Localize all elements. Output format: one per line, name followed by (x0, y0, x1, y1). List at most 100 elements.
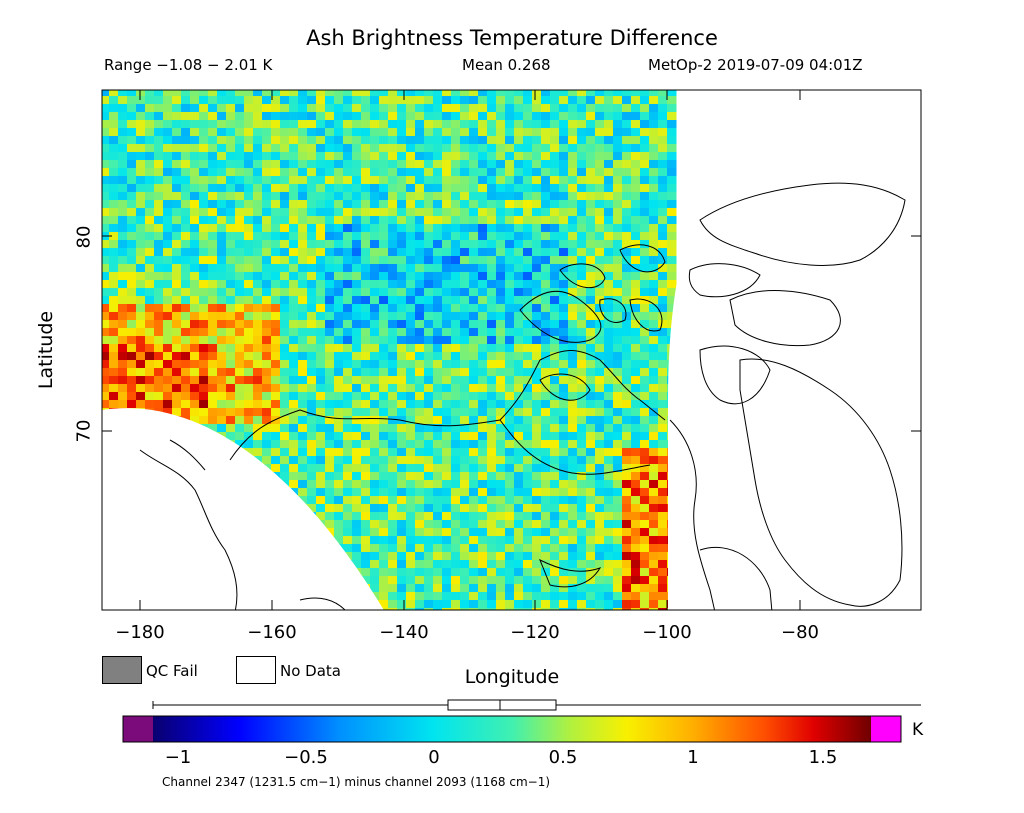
data-cell (460, 520, 470, 529)
data-cell (163, 120, 173, 129)
data-cell (253, 360, 263, 369)
data-cell (658, 400, 668, 409)
data-cell (226, 120, 236, 129)
data-cell (343, 376, 353, 385)
data-cell (244, 90, 254, 97)
data-cell (559, 560, 569, 569)
data-cell (541, 424, 551, 433)
data-cell (460, 488, 470, 497)
data-cell (631, 152, 641, 161)
data-cell (361, 136, 371, 145)
data-cell (307, 288, 317, 297)
data-cell (244, 304, 254, 313)
data-cell (235, 336, 245, 345)
data-cell (172, 264, 182, 273)
data-cell (631, 320, 641, 329)
data-cell (460, 424, 470, 433)
data-cell (559, 256, 569, 265)
x-tick-label: −80 (781, 622, 819, 643)
data-cell (136, 248, 146, 257)
data-cell (586, 488, 596, 497)
data-cell (451, 328, 461, 337)
data-cell (433, 336, 443, 345)
data-cell (487, 368, 497, 377)
data-cell (568, 592, 578, 601)
data-cell (595, 248, 605, 257)
data-cell (316, 344, 326, 353)
data-cell (289, 312, 299, 321)
data-cell (102, 304, 110, 313)
data-cell (388, 416, 398, 425)
data-cell (136, 216, 146, 225)
data-cell (487, 224, 497, 233)
data-cell (289, 112, 299, 121)
data-cell (640, 576, 650, 585)
data-cell (271, 90, 281, 97)
data-cell (388, 312, 398, 321)
data-cell (415, 440, 425, 449)
data-cell (226, 408, 236, 417)
data-cell (397, 304, 407, 313)
data-cell (388, 600, 398, 609)
data-cell (397, 568, 407, 577)
data-cell (595, 264, 605, 273)
data-cell (469, 488, 479, 497)
data-cell (469, 504, 479, 513)
data-cell (379, 544, 389, 553)
data-cell (559, 592, 569, 601)
data-cell (631, 440, 641, 449)
data-cell (280, 184, 290, 193)
data-cell (163, 168, 173, 177)
data-cell (649, 464, 659, 473)
data-cell (523, 512, 533, 521)
data-cell (307, 208, 317, 217)
data-cell (523, 504, 533, 513)
data-cell (217, 136, 227, 145)
data-cell (145, 400, 155, 409)
data-cell (343, 184, 353, 193)
data-cell (145, 168, 155, 177)
data-cell (406, 248, 416, 257)
data-cell (496, 90, 506, 97)
data-cell (442, 400, 452, 409)
data-cell (613, 216, 623, 225)
data-cell (379, 440, 389, 449)
data-cell (514, 176, 524, 185)
data-cell (343, 280, 353, 289)
data-cell (109, 104, 119, 113)
data-cell (352, 120, 362, 129)
data-cell (442, 472, 452, 481)
data-cell (271, 376, 281, 385)
data-cell (487, 488, 497, 497)
data-cell (226, 240, 236, 249)
brightness-temperature-field (102, 90, 677, 610)
data-cell (235, 104, 245, 113)
data-cell (217, 392, 227, 401)
data-cell (568, 280, 578, 289)
data-cell (658, 416, 668, 425)
data-cell (613, 456, 623, 465)
data-cell (217, 272, 227, 281)
data-cell (550, 400, 560, 409)
data-cell (577, 408, 587, 417)
data-cell (397, 552, 407, 561)
data-cell (280, 448, 290, 457)
data-cell (550, 336, 560, 345)
data-cell (442, 448, 452, 457)
data-cell (631, 240, 641, 249)
data-cell (262, 152, 272, 161)
data-cell (577, 392, 587, 401)
data-cell (415, 432, 425, 441)
data-cell (415, 256, 425, 265)
data-cell (379, 424, 389, 433)
data-cell (154, 128, 164, 137)
data-cell (406, 208, 416, 217)
data-cell (451, 288, 461, 297)
data-cell (298, 296, 308, 305)
data-cell (406, 192, 416, 201)
data-cell (109, 176, 119, 185)
data-cell (433, 264, 443, 273)
data-cell (613, 352, 623, 361)
data-cell (325, 280, 335, 289)
data-cell (102, 184, 110, 193)
